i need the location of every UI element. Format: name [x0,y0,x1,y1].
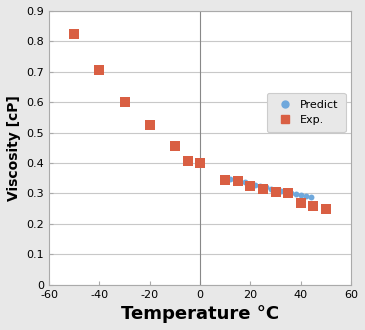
Point [288,191,293,196]
Point [285,191,291,196]
Point [283,189,289,195]
Point [293,192,299,197]
Point [237,179,243,184]
Point [260,186,266,191]
Point [278,188,284,194]
Point [247,183,253,188]
Point [247,181,253,186]
Point [303,193,309,199]
Point [253,182,258,187]
Legend: Predict, Exp.: Predict, Exp. [267,93,346,132]
Point [258,183,264,189]
Point [273,187,278,192]
Point [298,200,304,205]
Point [268,186,273,191]
Point [222,177,228,182]
Point [298,193,304,198]
Point [222,175,228,180]
Point [310,203,316,208]
Point [323,207,329,212]
Point [273,189,278,194]
Y-axis label: Viscosity [cP]: Viscosity [cP] [7,95,21,201]
Point [71,31,77,36]
X-axis label: Temperature °C: Temperature °C [121,305,279,323]
Point [242,180,248,185]
Point [197,160,203,166]
Point [147,122,153,128]
Point [185,159,191,164]
Point [235,179,241,184]
Point [308,194,314,200]
Point [172,144,178,149]
Point [122,100,127,105]
Point [233,178,238,183]
Point [227,176,233,182]
Point [262,185,268,190]
Point [96,68,102,73]
